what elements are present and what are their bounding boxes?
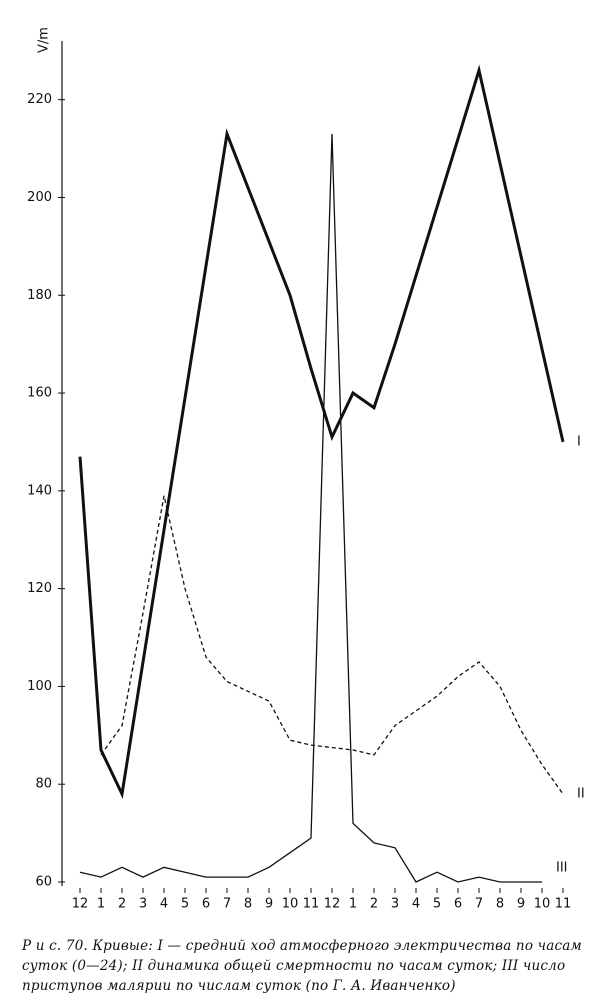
x-tick-label: 7 <box>223 897 231 912</box>
x-tick-label: 1 <box>349 897 357 912</box>
x-tick-label: 12 <box>324 897 341 912</box>
x-tick-label: 4 <box>412 897 420 912</box>
x-tick-label: 8 <box>244 897 252 912</box>
x-tick-label: 3 <box>139 897 147 912</box>
x-tick-label: 1 <box>97 897 105 912</box>
x-tick-label: 5 <box>433 897 441 912</box>
x-tick-label: 7 <box>475 897 483 912</box>
caption: Р и с. 70. Кривые: I — средний ход атмос… <box>22 938 582 994</box>
x-tick-label: 9 <box>517 897 525 912</box>
series-line <box>79 133 542 883</box>
y-tick-label: 140 <box>27 483 52 498</box>
y-tick-label: 60 <box>35 875 52 890</box>
x-tick-label: 11 <box>555 897 572 912</box>
x-tick-label: 6 <box>454 897 462 912</box>
y-tick-label: 180 <box>27 288 52 303</box>
x-tick-label: 4 <box>160 897 168 912</box>
y-tick-label: 160 <box>27 386 52 401</box>
x-tick-label: 8 <box>496 897 504 912</box>
x-tick-label: 3 <box>391 897 399 912</box>
y-tick-label: 100 <box>27 679 52 694</box>
x-tick-label: 12 <box>72 897 89 912</box>
series-label: III <box>556 861 568 876</box>
x-tick-label: 2 <box>118 897 126 912</box>
x-tick-label: 11 <box>303 897 320 912</box>
x-tick-label: 2 <box>370 897 378 912</box>
series-label: II <box>577 786 585 801</box>
series-line <box>78 64 565 799</box>
y-tick-label: 200 <box>27 190 52 205</box>
x-tick-label: 6 <box>202 897 210 912</box>
x-tick-label: 5 <box>181 897 189 912</box>
series-line <box>100 495 564 795</box>
y-axis-label: V/m <box>37 27 52 53</box>
x-tick-label: 10 <box>534 897 551 912</box>
y-tick-label: 220 <box>27 92 52 107</box>
series-label: I <box>577 434 581 449</box>
y-tick-label: 80 <box>35 777 52 792</box>
x-tick-label: 10 <box>282 897 299 912</box>
y-tick-label: 120 <box>27 581 52 596</box>
x-tick-label: 9 <box>265 897 273 912</box>
